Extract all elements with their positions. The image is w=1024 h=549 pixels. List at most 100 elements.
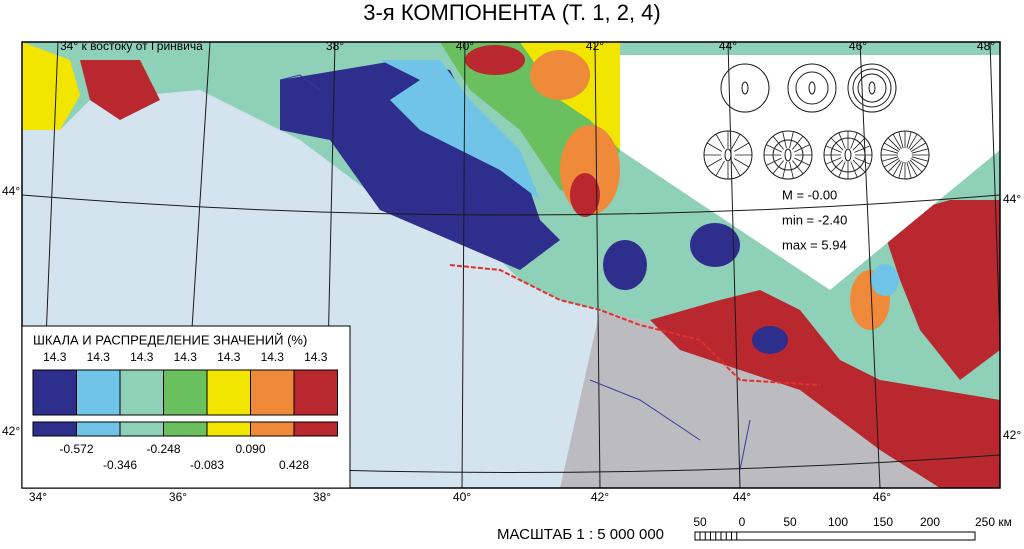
symbol-spoke bbox=[782, 131, 787, 149]
lat-label-right: 44° bbox=[1003, 192, 1021, 206]
symbol-spoke bbox=[850, 132, 858, 149]
scale-tick-label: 250 км bbox=[975, 515, 1012, 529]
symbol-spoke bbox=[792, 135, 804, 150]
stat-max: max = 5.94 bbox=[782, 237, 847, 252]
legend-share: 14.3 bbox=[130, 350, 154, 364]
legend-strip bbox=[76, 421, 121, 437]
legend-share: 14.3 bbox=[304, 350, 328, 364]
symbol-spoke bbox=[830, 159, 844, 173]
legend-swatch bbox=[76, 369, 121, 416]
legend-swatch bbox=[293, 369, 338, 416]
symbol-spoke bbox=[881, 156, 899, 162]
symbol-spoke bbox=[906, 131, 912, 149]
symbol-spoke bbox=[854, 145, 871, 153]
symbol-spoke bbox=[881, 148, 899, 154]
map bbox=[22, 42, 1000, 488]
legend-threshold: -0.083 bbox=[190, 458, 224, 472]
symbol-spoke bbox=[792, 160, 804, 175]
lon-label-top: 38° bbox=[326, 39, 344, 53]
legend-strip bbox=[293, 421, 338, 437]
lat-label-left: 44° bbox=[2, 184, 20, 198]
symbol-spoke bbox=[854, 157, 871, 165]
symbol-spoke bbox=[852, 159, 866, 173]
symbol-spoke bbox=[789, 161, 794, 179]
title: 3-я КОМПОНЕНТА (Т. 1, 2, 4) bbox=[363, 0, 661, 25]
lon-label-bottom: 40° bbox=[453, 490, 471, 504]
symbol-spoke bbox=[838, 132, 846, 149]
symbol-spoke bbox=[731, 160, 741, 176]
symbol-spoke bbox=[898, 161, 904, 179]
legend-strip bbox=[119, 421, 164, 437]
legend-share: 14.3 bbox=[174, 350, 198, 364]
legend-share: 14.3 bbox=[217, 350, 241, 364]
symbol-spoke bbox=[731, 134, 741, 150]
symbol-spoke bbox=[733, 158, 749, 168]
scale-bar: МАСШТАБ 1 : 5 000 000 50 0 50 100 150 200 250 … bbox=[497, 515, 1012, 543]
symbol-spoke bbox=[850, 161, 858, 178]
lon-label-bottom: 38° bbox=[313, 490, 331, 504]
lat-label-right: 42° bbox=[1003, 428, 1021, 442]
symbol-spoke bbox=[772, 135, 784, 150]
lon-label-bottom: 42° bbox=[591, 490, 609, 504]
symbol-spoke bbox=[852, 137, 866, 151]
legend-strip bbox=[206, 421, 251, 437]
scale-tick-label: 100 bbox=[828, 515, 848, 529]
legend-swatch bbox=[32, 369, 77, 416]
scale-tick-label: 150 bbox=[873, 515, 893, 529]
symbol-spoke bbox=[911, 148, 929, 154]
symbol-spoke bbox=[884, 158, 900, 168]
lon-label-bottom: 34° bbox=[29, 490, 47, 504]
legend-swatch bbox=[206, 369, 251, 416]
symbol-spoke bbox=[911, 156, 929, 162]
lon-label-top: 40° bbox=[456, 39, 474, 53]
scale-frame bbox=[694, 531, 976, 541]
legend-strip bbox=[163, 421, 208, 437]
symbol-spoke bbox=[884, 142, 900, 152]
lon-label-top: 48° bbox=[977, 39, 995, 53]
legend-strip bbox=[250, 421, 295, 437]
symbol-spoke bbox=[898, 131, 904, 149]
legend: ШКАЛА И РАСПРЕДЕЛЕНИЕ ЗНАЧЕНИЙ (%) 14.3 1… bbox=[21, 325, 351, 489]
symbol-spoke bbox=[910, 158, 926, 168]
symbol-spoke bbox=[766, 157, 782, 166]
legend-threshold: -0.572 bbox=[59, 442, 93, 456]
lon-label-top: 34° к востоку от Гринвича bbox=[60, 39, 203, 53]
symbol-spoke bbox=[830, 137, 844, 151]
lon-label-top: 44° bbox=[719, 39, 737, 53]
scale-tick-label: 0 bbox=[739, 515, 746, 529]
symbol-spoke bbox=[715, 160, 725, 176]
symbol-spoke bbox=[892, 160, 902, 176]
legend-swatch bbox=[250, 369, 295, 416]
legend-share: 14.3 bbox=[261, 350, 285, 364]
scale-tick-label: 200 bbox=[920, 515, 940, 529]
symbol-spoke bbox=[707, 142, 723, 152]
symbol-spoke bbox=[794, 144, 810, 153]
symbol-spoke bbox=[908, 134, 918, 150]
symbol-spoke bbox=[909, 137, 923, 151]
legend-threshold: -0.346 bbox=[103, 458, 137, 472]
legend-strip bbox=[32, 421, 77, 437]
symbol-spoke bbox=[707, 158, 723, 168]
symbol-spoke bbox=[733, 142, 749, 152]
lon-label-bottom: 46° bbox=[873, 490, 891, 504]
symbol-spoke bbox=[906, 161, 912, 179]
lat-label-left: 42° bbox=[2, 424, 20, 438]
symbol-spoke bbox=[892, 134, 902, 150]
legend-swatch bbox=[163, 369, 208, 416]
symbol-spoke bbox=[794, 157, 810, 166]
symbol-spoke bbox=[887, 137, 901, 151]
scale-label: МАСШТАБ 1 : 5 000 000 bbox=[497, 526, 664, 543]
symbol-spoke bbox=[825, 157, 842, 165]
symbol-spoke bbox=[782, 161, 787, 179]
stat-min: min = -2.40 bbox=[782, 212, 847, 227]
symbol-spoke bbox=[908, 160, 918, 176]
lon-label-bottom: 36° bbox=[169, 490, 187, 504]
scale-tick-label: 50 bbox=[693, 515, 707, 529]
symbol-spoke bbox=[766, 144, 782, 153]
lon-label-top: 42° bbox=[586, 39, 604, 53]
symbol-spoke bbox=[838, 161, 846, 178]
lon-label-bottom: 44° bbox=[733, 490, 751, 504]
lon-label-top: 46° bbox=[849, 39, 867, 53]
legend-swatch bbox=[119, 369, 164, 416]
